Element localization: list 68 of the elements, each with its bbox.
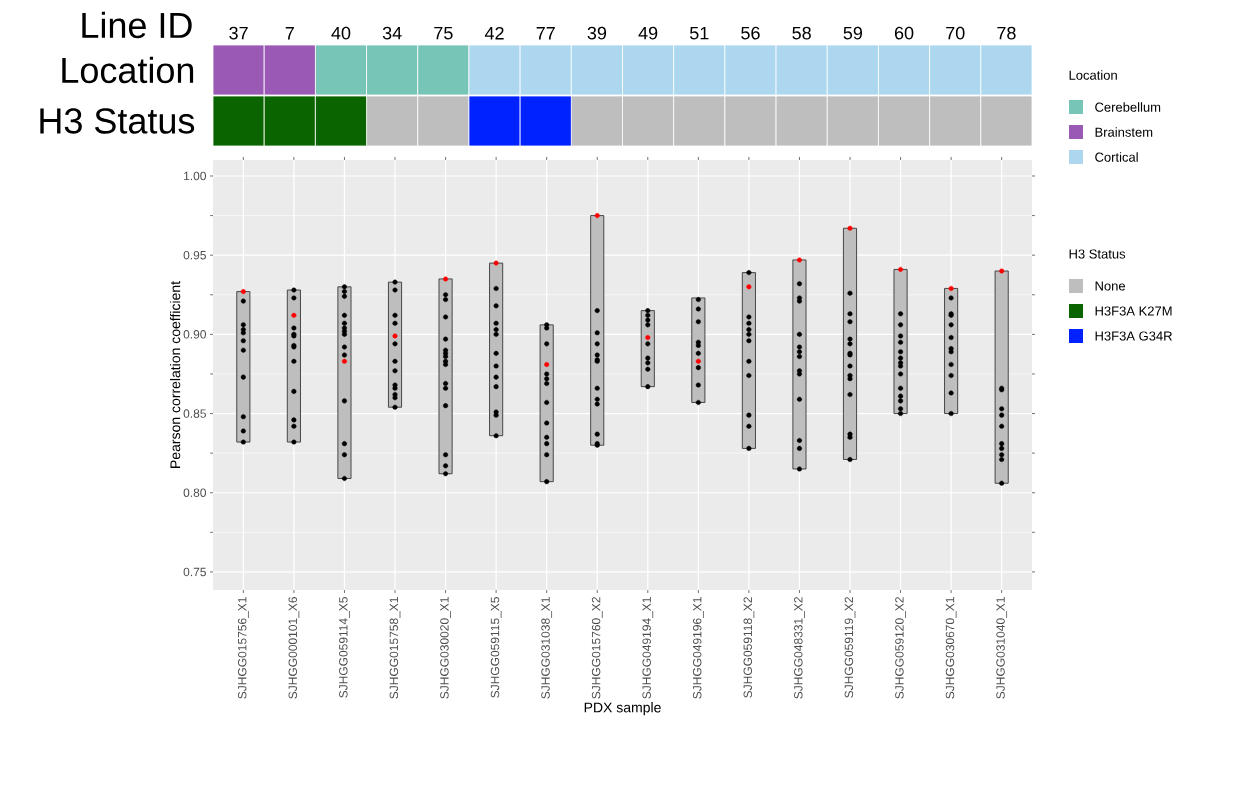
bar — [590, 215, 605, 446]
x-tick-label: SJHGG030020_X1 — [440, 597, 451, 699]
point — [999, 268, 1005, 274]
y-tick-label: 1.00 — [184, 171, 207, 181]
x-tick-label: SJHGG015756_X1 — [237, 597, 249, 699]
x-tick-label: 59 — [843, 26, 863, 40]
x-tick-label: 37 — [229, 26, 248, 40]
point — [746, 284, 752, 290]
y-axis-title: Location — [62, 56, 194, 84]
x-tick-label: SJHGG059119_X2 — [844, 597, 856, 698]
point — [240, 289, 246, 295]
x-tick-label: 60 — [894, 26, 914, 40]
x-tick-label: 51 — [690, 26, 709, 40]
y-tick-label: 0.90 — [183, 330, 207, 339]
x-tick-label: SJHGG059120_X2 — [895, 597, 906, 699]
x-tick-label: SJHGG059114_X5 — [339, 597, 350, 698]
x-tick-label: 56 — [741, 26, 760, 40]
point — [493, 260, 499, 266]
legend-label: Cerebellum — [1095, 102, 1161, 112]
point — [341, 358, 347, 364]
x-tick-label: SJHGG049196_X1 — [692, 597, 704, 699]
x-tick-label: SJHGG031038_X1 — [541, 597, 553, 699]
x-tick-label: SJHGG031040_X1 — [996, 597, 1008, 699]
point — [695, 358, 701, 364]
x-tick-label: 34 — [382, 26, 402, 40]
x-axis-title: PDX sample — [584, 702, 661, 716]
x-tick-label: SJHGG030670_X1 — [945, 597, 957, 699]
x2-axis-title: Line ID — [82, 11, 192, 39]
y-tick-label: 0.75 — [183, 567, 206, 577]
point — [544, 361, 550, 367]
y-tick-label: 0.80 — [183, 488, 207, 497]
y-tick-label: 0.95 — [183, 250, 206, 260]
legend-label: Brainstem — [1095, 127, 1153, 137]
x-tick-label: 49 — [638, 26, 658, 40]
x-tick-label: 7 — [285, 27, 294, 40]
legend-title: H3 Status — [1069, 249, 1126, 259]
x-tick-label: SJHGG000101_X6 — [288, 597, 300, 699]
x-tick-label: 42 — [484, 26, 504, 40]
x-tick-label: 78 — [997, 26, 1016, 40]
x-tick-label: SJHGG015760_X2 — [591, 597, 603, 699]
x-tick-label: 40 — [331, 26, 351, 40]
x-tick-label: SJHGG059115_X5 — [490, 597, 502, 698]
point — [898, 266, 904, 272]
point — [948, 285, 954, 291]
legend-label: H3F3A G34R — [1095, 331, 1172, 341]
x-tick-label: SJHGG059118_X2 — [743, 597, 755, 698]
x-tick-label: 70 — [946, 26, 965, 40]
y-axis-title: H3 Status — [40, 108, 195, 134]
y-tick-label: 0.85 — [183, 409, 206, 418]
legend-title: Location — [1069, 70, 1117, 80]
point — [594, 213, 600, 219]
text: Cortical — [1095, 152, 1138, 162]
point — [291, 312, 297, 318]
x-tick-label: 58 — [792, 26, 811, 40]
legend-label: H3F3A K27M — [1095, 306, 1172, 316]
y-axis-title: Pearson correlation coefficient — [169, 281, 181, 468]
x-tick-label: SJHGG015758_X1 — [389, 597, 401, 699]
point — [796, 257, 802, 263]
point — [645, 335, 651, 341]
point — [392, 333, 398, 339]
x-tick-label: 77 — [536, 27, 555, 40]
x-tick-label: SJHGG049194_X1 — [642, 597, 654, 699]
point — [443, 276, 449, 282]
x-tick-label: SJHGG048331_X2 — [794, 597, 805, 699]
point — [847, 225, 853, 231]
x-tick-label: 75 — [434, 26, 453, 40]
x-tick-label: 39 — [587, 26, 607, 40]
text: None — [1095, 281, 1126, 291]
